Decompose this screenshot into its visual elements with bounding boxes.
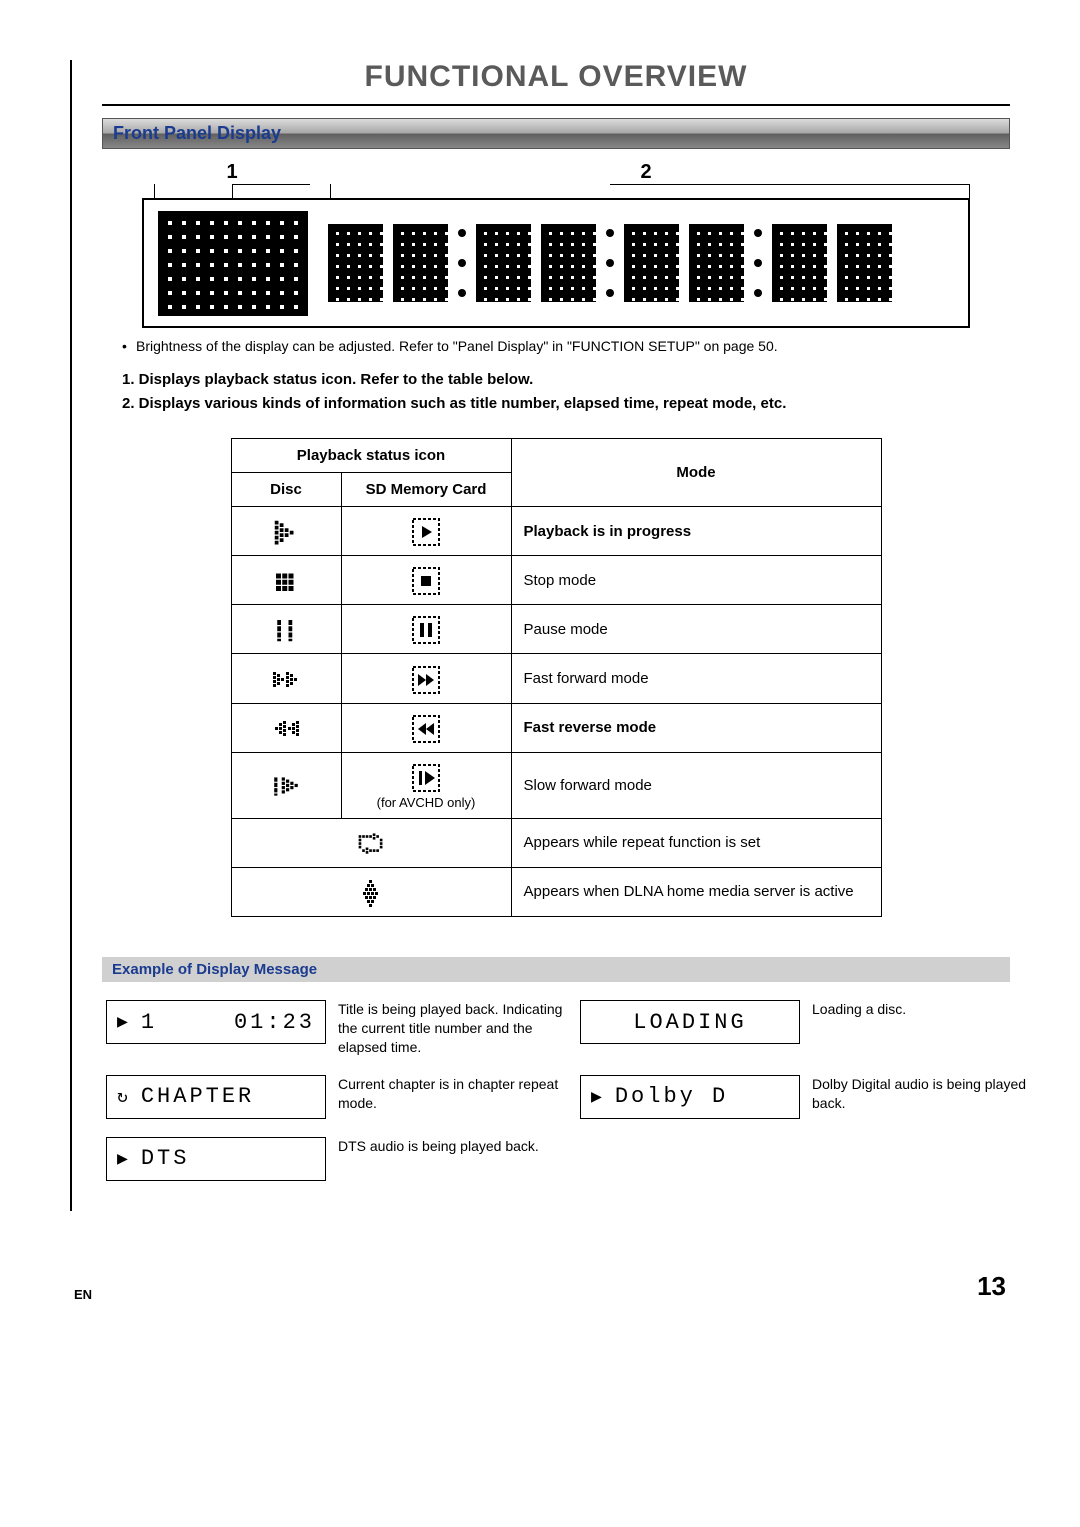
numbered-item-1: 1. Displays playback status icon. Refer …	[122, 368, 1010, 392]
example-desc: Current chapter is in chapter repeat mod…	[338, 1075, 568, 1113]
example-desc: Dolby Digital audio is being played back…	[812, 1075, 1042, 1113]
lcd-example-dolby: ▶ Dolby D	[580, 1075, 800, 1119]
playback-status-table: Playback status icon Mode Disc SD Memory…	[231, 438, 882, 917]
table-row: Playback is in progress	[231, 507, 881, 556]
mode-cell: Fast reverse mode	[511, 703, 881, 752]
table-row: Stop mode	[231, 556, 881, 605]
mode-cell: Pause mode	[511, 605, 881, 654]
lcd-text: LOADING	[633, 1010, 746, 1035]
stop-icon-sd	[341, 556, 511, 605]
page-footer: EN 13	[70, 1271, 1010, 1302]
dlna-icon	[231, 867, 511, 916]
footer-page-number: 13	[977, 1271, 1006, 1302]
front-panel-diagram: 1 2	[142, 161, 970, 328]
lcd-example-dts: ▶ DTS	[106, 1137, 326, 1181]
mode-cell: Fast forward mode	[511, 654, 881, 703]
table-row: Fast reverse mode	[231, 703, 881, 752]
brightness-note: •Brightness of the display can be adjust…	[122, 338, 1010, 354]
table-row: Pause mode	[231, 605, 881, 654]
pause-icon-sd	[341, 605, 511, 654]
example-desc: Loading a disc.	[812, 1000, 1042, 1019]
page-title: FUNCTIONAL OVERVIEW	[102, 60, 1010, 94]
numbered-descriptions: 1. Displays playback status icon. Refer …	[122, 368, 1010, 416]
lcd-text: DTS	[141, 1146, 190, 1171]
pause-icon-disc	[231, 605, 341, 654]
panel-display-box	[142, 198, 970, 328]
segment-zone-2	[328, 224, 954, 302]
stop-icon-disc	[231, 556, 341, 605]
play-icon-sd	[341, 507, 511, 556]
th-disc: Disc	[231, 473, 341, 507]
th-playback-status-icon: Playback status icon	[231, 439, 511, 473]
mode-cell: Playback is in progress	[511, 507, 881, 556]
play-icon: ▶	[117, 1148, 131, 1170]
mode-cell: Appears when DLNA home media server is a…	[511, 867, 881, 916]
lcd-example-title-playback: ▶ 1 01:23	[106, 1000, 326, 1044]
lcd-example-chapter: ↻ CHAPTER	[106, 1075, 326, 1119]
examples-grid: ▶ 1 01:23 Title is being played back. In…	[106, 1000, 1010, 1181]
mode-cell: Slow forward mode	[511, 752, 881, 818]
footer-lang: EN	[74, 1287, 92, 1302]
repeat-icon: ↻	[117, 1086, 131, 1108]
table-row: Appears when DLNA home media server is a…	[231, 867, 881, 916]
table-row: Appears while repeat function is set	[231, 818, 881, 867]
play-icon: ▶	[117, 1011, 131, 1033]
fr-icon-disc	[231, 703, 341, 752]
slow-icon-sd: (for AVCHD only)	[341, 752, 511, 818]
th-mode: Mode	[511, 439, 881, 507]
dotmatrix-zone-1	[158, 211, 308, 316]
play-icon-disc	[231, 507, 341, 556]
th-sd: SD Memory Card	[341, 473, 511, 507]
diagram-label-2: 2	[322, 161, 970, 184]
table-row: Fast forward mode	[231, 654, 881, 703]
example-desc: Title is being played back. Indicating t…	[338, 1000, 568, 1057]
lcd-example-loading: LOADING	[580, 1000, 800, 1044]
lcd-text: 1	[141, 1010, 157, 1035]
lcd-text: CHAPTER	[141, 1084, 254, 1109]
section-header-front-panel: Front Panel Display	[102, 118, 1010, 149]
diagram-label-1: 1	[142, 161, 322, 184]
lcd-text: Dolby D	[615, 1084, 728, 1109]
mode-cell: Appears while repeat function is set	[511, 818, 881, 867]
ff-icon-disc	[231, 654, 341, 703]
slow-icon-disc	[231, 752, 341, 818]
example-section-header: Example of Display Message	[102, 957, 1010, 982]
lcd-text: 01:23	[234, 1010, 315, 1035]
avchd-note: (for AVCHD only)	[354, 795, 499, 810]
play-icon: ▶	[591, 1086, 605, 1108]
title-rule	[102, 104, 1010, 106]
example-desc: DTS audio is being played back.	[338, 1137, 568, 1156]
ff-icon-sd	[341, 654, 511, 703]
table-row: (for AVCHD only) Slow forward mode	[231, 752, 881, 818]
repeat-icon	[231, 818, 511, 867]
numbered-item-2: 2. Displays various kinds of information…	[122, 392, 1010, 416]
mode-cell: Stop mode	[511, 556, 881, 605]
fr-icon-sd	[341, 703, 511, 752]
